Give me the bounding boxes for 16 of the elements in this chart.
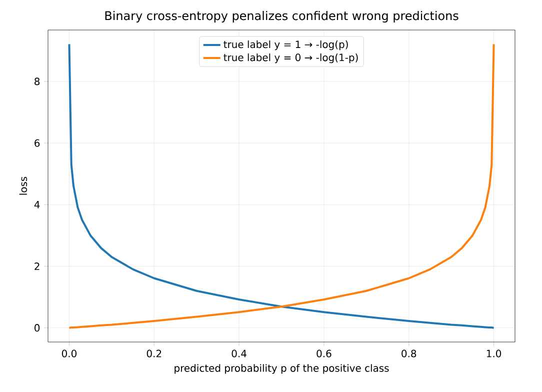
- x-tick-label: 0.6: [316, 350, 332, 358]
- y-tick-label: 4: [34, 201, 40, 208]
- legend-label: true label y = 1 → -log(p): [224, 40, 348, 50]
- y-axis-title: loss: [19, 176, 28, 195]
- x-tick-label: 0.8: [402, 350, 416, 358]
- x-tick-label: 0.0: [62, 350, 76, 358]
- legend-label: true label y = 0 → -log(1-p): [224, 53, 358, 64]
- chart-title: Binary cross-entropy penalizes confident wrong predictions: [105, 10, 458, 23]
- y-tick-label: 8: [34, 78, 40, 86]
- x-tick-label: 1.0: [486, 350, 502, 358]
- x-tick-label: 0.2: [146, 350, 162, 358]
- y-tick-label: 6: [34, 139, 40, 147]
- y-tick-label: 2: [34, 262, 40, 270]
- x-tick-label: 0.4: [232, 350, 246, 358]
- y-tick-label: 0: [34, 324, 40, 332]
- x-axis-title: predicted probability p of the positive class: [174, 364, 389, 374]
